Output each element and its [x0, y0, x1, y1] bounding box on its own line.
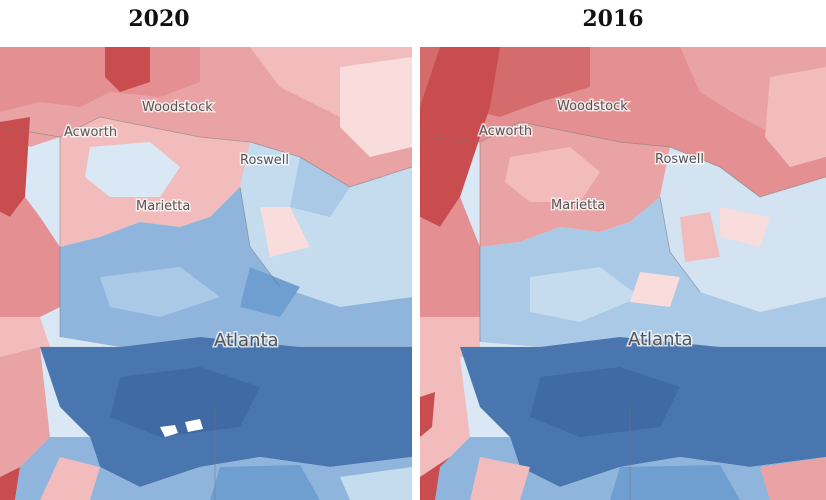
label-woodstock-2020: Woodstock — [142, 100, 213, 115]
label-roswell-2016: Roswell — [655, 152, 704, 167]
label-marietta-2020: Marietta — [136, 199, 190, 214]
year-label-2016: 2016 — [582, 6, 644, 32]
label-marietta-2016: Marietta — [551, 198, 605, 213]
label-atlanta-2016: Atlanta — [628, 329, 693, 350]
map-2016[interactable]: Woodstock Acworth Roswell Marietta Atlan… — [420, 47, 826, 500]
map-2020[interactable]: Woodstock Acworth Roswell Marietta Atlan… — [0, 47, 412, 500]
year-label-2020: 2020 — [128, 6, 190, 32]
map-2020-canvas: Woodstock Acworth Roswell Marietta Atlan… — [0, 47, 412, 500]
label-roswell-2020: Roswell — [240, 153, 289, 168]
label-acworth-2016: Acworth — [479, 124, 532, 139]
label-atlanta-2020: Atlanta — [214, 330, 279, 351]
label-acworth-2020: Acworth — [64, 125, 117, 140]
label-woodstock-2016: Woodstock — [557, 99, 628, 114]
map-2016-canvas: Woodstock Acworth Roswell Marietta Atlan… — [420, 47, 826, 500]
